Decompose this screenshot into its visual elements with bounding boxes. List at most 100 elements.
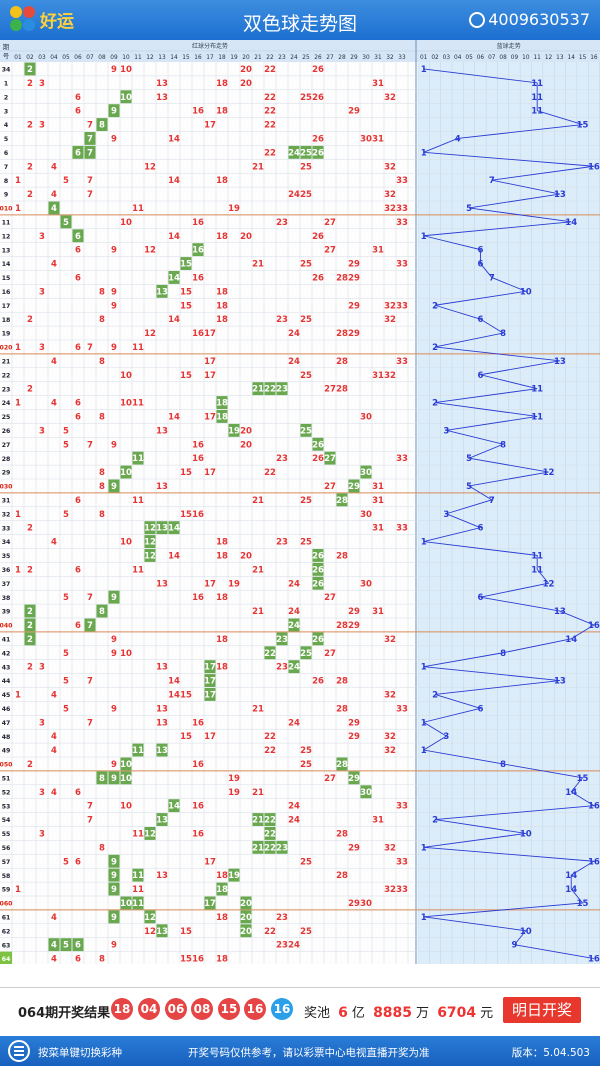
red-number: 1 — [15, 176, 21, 186]
issue-number: 59 — [2, 887, 11, 894]
red-number: 24 — [288, 148, 300, 158]
red-number: 10 — [120, 371, 132, 381]
red-number: 6 — [75, 273, 81, 283]
repeat-number-cell — [216, 396, 228, 409]
red-number: 10 — [120, 774, 132, 784]
red-number: 14 — [168, 273, 180, 283]
red-number: 18 — [216, 399, 228, 409]
issue-number: 45 — [2, 692, 11, 699]
issue-number: 030 — [0, 484, 13, 491]
blue-column-header: 06 — [477, 55, 485, 61]
repeat-number-cell — [108, 868, 120, 882]
issue-number: 35 — [2, 553, 11, 560]
repeat-number-cell — [240, 910, 252, 924]
repeat-number-cell — [132, 451, 144, 465]
red-number: 2 — [27, 621, 33, 631]
red-column-header: 21 — [254, 55, 262, 61]
repeat-number-cell — [300, 646, 312, 660]
hotline[interactable]: 4009630537 — [469, 10, 590, 29]
red-number: 17 — [204, 468, 216, 478]
page-title: 双色球走势图 — [242, 13, 357, 35]
red-column-header: 02 — [26, 55, 34, 61]
repeat-number-cell — [84, 132, 96, 145]
red-number: 16 — [192, 107, 204, 117]
blue-number: 16 — [588, 802, 600, 812]
red-number: 24 — [288, 329, 300, 339]
red-number: 28 — [336, 621, 348, 631]
red-column-header: 05 — [62, 55, 70, 61]
repeat-number-cell — [132, 743, 144, 757]
red-number: 4 — [51, 162, 57, 172]
red-number: 16 — [192, 218, 204, 228]
pool-wan: 8885 — [373, 1005, 413, 1021]
blue-column-header: 08 — [499, 55, 507, 61]
repeat-number-cell — [120, 465, 132, 479]
red-number: 26 — [312, 232, 324, 242]
red-number: 9 — [111, 343, 117, 353]
red-number: 18 — [216, 287, 228, 297]
red-number: 6 — [75, 412, 81, 422]
red-number: 10 — [120, 93, 132, 103]
repeat-number-cell — [84, 618, 96, 632]
red-number: 23 — [276, 663, 288, 673]
blue-number: 12 — [543, 468, 555, 478]
red-number: 18 — [216, 176, 228, 186]
red-column-header: 01 — [14, 55, 22, 61]
repeat-number-cell — [300, 145, 312, 159]
red-column-header: 24 — [290, 55, 298, 61]
repeat-number-cell — [108, 479, 120, 493]
issue-number: 58 — [2, 873, 11, 880]
red-number: 29 — [348, 621, 360, 631]
red-number: 31 — [372, 371, 384, 381]
red-number: 33 — [396, 454, 408, 464]
red-number: 21 — [252, 816, 264, 826]
red-number: 28 — [336, 704, 348, 714]
red-number: 9 — [111, 760, 117, 770]
blue-number: 6 — [477, 371, 483, 381]
red-number: 8 — [99, 121, 105, 131]
red-number: 25 — [300, 426, 312, 436]
app-logo[interactable]: 好运 — [10, 6, 74, 32]
repeat-number-cell — [300, 423, 312, 437]
red-number: 33 — [396, 857, 408, 867]
repeat-number-cell — [24, 618, 36, 632]
issue-number: 64 — [2, 956, 11, 963]
repeat-number-cell — [144, 549, 156, 562]
menu-icon[interactable] — [8, 1040, 30, 1062]
red-number: 13 — [156, 482, 168, 492]
red-number: 22 — [264, 107, 276, 117]
red-number: 27 — [324, 218, 336, 228]
blue-column-header: 10 — [522, 55, 530, 61]
red-number: 17 — [204, 357, 216, 367]
repeat-number-cell — [144, 827, 156, 840]
blue-number: 14 — [565, 218, 577, 228]
repeat-number-cell — [192, 243, 204, 257]
repeat-number-cell — [108, 590, 120, 604]
red-number: 18 — [216, 315, 228, 325]
red-number: 16 — [192, 440, 204, 450]
repeat-number-cell — [348, 771, 360, 785]
red-number: 28 — [336, 385, 348, 395]
red-number: 22 — [264, 829, 276, 839]
blue-number: 11 — [531, 551, 543, 561]
next-draw-button[interactable]: 明日开奖 — [503, 997, 581, 1023]
blue-number: 11 — [531, 79, 543, 89]
red-number: 4 — [51, 260, 57, 270]
repeat-number-cell — [156, 284, 168, 298]
repeat-number-cell — [156, 924, 168, 938]
red-number: 3 — [39, 663, 45, 673]
red-number: 24 — [288, 357, 300, 367]
red-number: 8 — [99, 482, 105, 492]
red-column-header: 32 — [386, 55, 394, 61]
repeat-number-cell — [84, 145, 96, 159]
blue-column-header: 13 — [556, 55, 564, 61]
red-number: 20 — [240, 440, 252, 450]
red-number: 20 — [240, 927, 252, 937]
red-number: 15 — [180, 510, 192, 520]
red-number: 4 — [51, 204, 57, 214]
issue-number: 56 — [2, 845, 11, 852]
repeat-number-cell — [360, 785, 372, 799]
issue-number: 060 — [0, 901, 13, 908]
pool-yi-unit: 亿 — [351, 1006, 365, 1021]
